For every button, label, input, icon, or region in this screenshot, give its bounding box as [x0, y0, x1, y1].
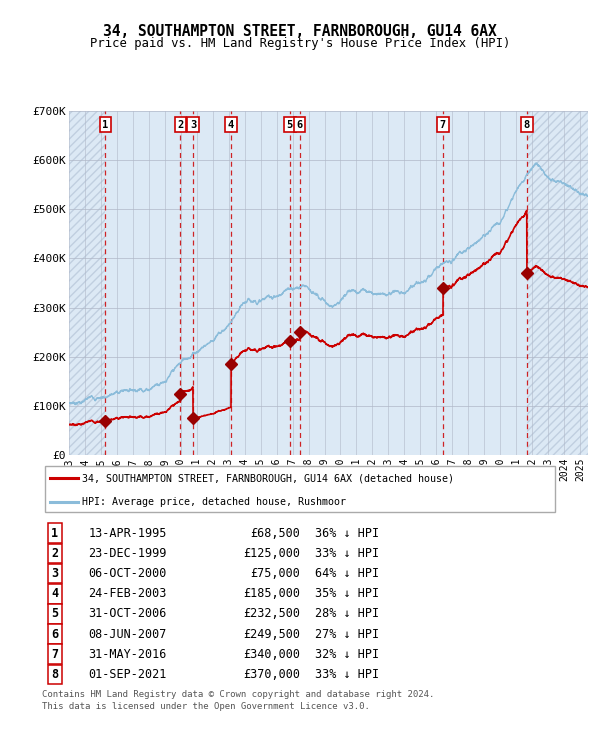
Text: 5: 5: [287, 120, 293, 130]
Text: £370,000: £370,000: [243, 668, 300, 681]
Text: 08-JUN-2007: 08-JUN-2007: [88, 628, 167, 641]
Text: 34, SOUTHAMPTON STREET, FARNBOROUGH, GU14 6AX: 34, SOUTHAMPTON STREET, FARNBOROUGH, GU1…: [103, 24, 497, 38]
Text: 7: 7: [440, 120, 446, 130]
Text: 24-FEB-2003: 24-FEB-2003: [88, 588, 167, 600]
Text: HPI: Average price, detached house, Rushmoor: HPI: Average price, detached house, Rush…: [82, 497, 346, 507]
Text: 31-MAY-2016: 31-MAY-2016: [88, 648, 167, 661]
Text: 23-DEC-1999: 23-DEC-1999: [88, 547, 167, 560]
Text: 1: 1: [102, 120, 109, 130]
Text: 36% ↓ HPI: 36% ↓ HPI: [316, 527, 380, 539]
Text: 13-APR-1995: 13-APR-1995: [88, 527, 167, 539]
Text: £232,500: £232,500: [243, 608, 300, 620]
Text: 2: 2: [52, 547, 58, 560]
Text: 8: 8: [52, 668, 58, 681]
Text: 4: 4: [52, 588, 58, 600]
Text: 33% ↓ HPI: 33% ↓ HPI: [316, 547, 380, 560]
Text: 27% ↓ HPI: 27% ↓ HPI: [316, 628, 380, 641]
Text: £249,500: £249,500: [243, 628, 300, 641]
Text: 6: 6: [52, 628, 58, 641]
Text: 31-OCT-2006: 31-OCT-2006: [88, 608, 167, 620]
Text: 4: 4: [228, 120, 234, 130]
Text: Contains HM Land Registry data © Crown copyright and database right 2024.: Contains HM Land Registry data © Crown c…: [42, 690, 434, 699]
Text: 3: 3: [190, 120, 196, 130]
Text: 01-SEP-2021: 01-SEP-2021: [88, 668, 167, 681]
Text: £340,000: £340,000: [243, 648, 300, 661]
Text: 5: 5: [52, 608, 58, 620]
Text: 6: 6: [296, 120, 303, 130]
Text: This data is licensed under the Open Government Licence v3.0.: This data is licensed under the Open Gov…: [42, 702, 370, 710]
Text: 28% ↓ HPI: 28% ↓ HPI: [316, 608, 380, 620]
Text: 33% ↓ HPI: 33% ↓ HPI: [316, 668, 380, 681]
Text: £125,000: £125,000: [243, 547, 300, 560]
Text: Price paid vs. HM Land Registry's House Price Index (HPI): Price paid vs. HM Land Registry's House …: [90, 37, 510, 50]
FancyBboxPatch shape: [44, 466, 556, 512]
Text: £75,000: £75,000: [250, 567, 300, 580]
Text: 2: 2: [178, 120, 184, 130]
Text: 34, SOUTHAMPTON STREET, FARNBOROUGH, GU14 6AX (detached house): 34, SOUTHAMPTON STREET, FARNBOROUGH, GU1…: [82, 473, 454, 483]
Text: 3: 3: [52, 567, 58, 580]
Text: £68,500: £68,500: [250, 527, 300, 539]
Text: 35% ↓ HPI: 35% ↓ HPI: [316, 588, 380, 600]
Text: 1: 1: [52, 527, 58, 539]
Text: 64% ↓ HPI: 64% ↓ HPI: [316, 567, 380, 580]
Text: 8: 8: [524, 120, 530, 130]
Text: 06-OCT-2000: 06-OCT-2000: [88, 567, 167, 580]
Text: 7: 7: [52, 648, 58, 661]
Text: £185,000: £185,000: [243, 588, 300, 600]
Text: 32% ↓ HPI: 32% ↓ HPI: [316, 648, 380, 661]
